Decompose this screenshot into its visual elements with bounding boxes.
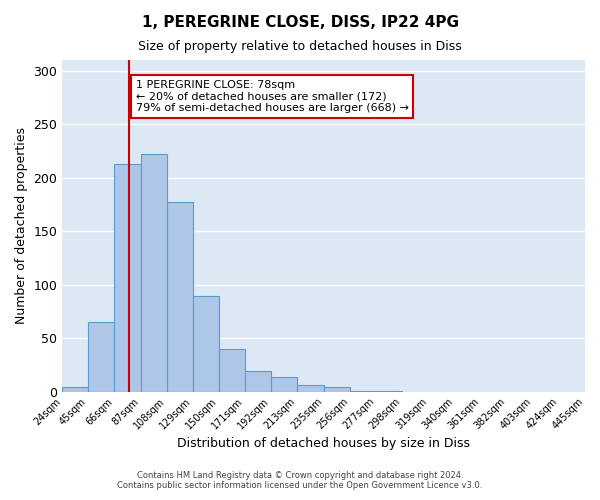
Bar bbox=[245, 372, 271, 392]
Bar bbox=[88, 322, 115, 392]
Bar bbox=[115, 164, 140, 392]
Bar bbox=[193, 296, 219, 392]
Bar bbox=[62, 388, 88, 392]
Text: Size of property relative to detached houses in Diss: Size of property relative to detached ho… bbox=[138, 40, 462, 53]
Bar bbox=[376, 390, 403, 392]
Bar bbox=[324, 388, 350, 392]
Bar bbox=[219, 349, 245, 392]
Bar bbox=[271, 376, 297, 392]
Text: Contains HM Land Registry data © Crown copyright and database right 2024.
Contai: Contains HM Land Registry data © Crown c… bbox=[118, 470, 482, 490]
Bar bbox=[297, 385, 324, 392]
Text: 1 PEREGRINE CLOSE: 78sqm
← 20% of detached houses are smaller (172)
79% of semi-: 1 PEREGRINE CLOSE: 78sqm ← 20% of detach… bbox=[136, 80, 409, 113]
Y-axis label: Number of detached properties: Number of detached properties bbox=[15, 128, 28, 324]
Bar bbox=[350, 390, 376, 392]
X-axis label: Distribution of detached houses by size in Diss: Distribution of detached houses by size … bbox=[177, 437, 470, 450]
Bar bbox=[167, 202, 193, 392]
Text: 1, PEREGRINE CLOSE, DISS, IP22 4PG: 1, PEREGRINE CLOSE, DISS, IP22 4PG bbox=[142, 15, 458, 30]
Bar bbox=[140, 154, 167, 392]
